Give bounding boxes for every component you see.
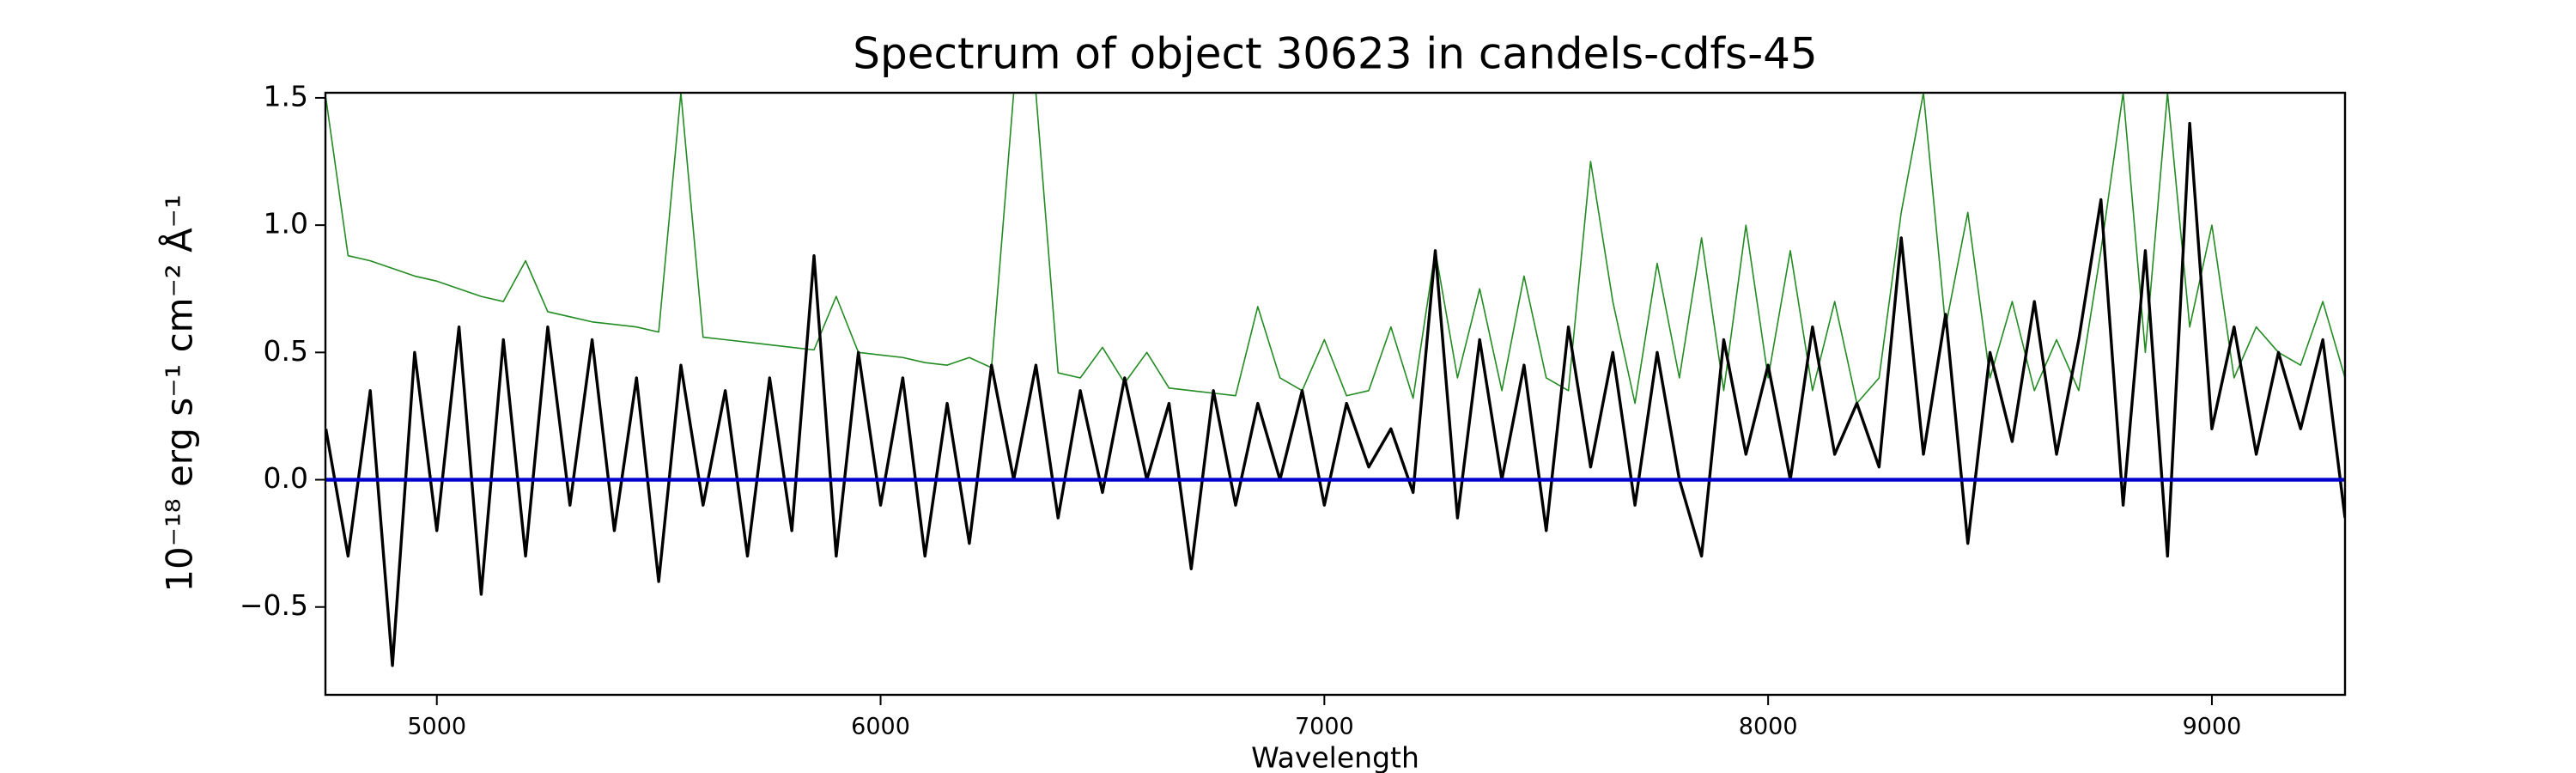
y-tick-label: 1.5 xyxy=(264,79,308,113)
y-tick-label: 0.5 xyxy=(264,334,308,368)
chart-title: Spectrum of object 30623 in candels-cdfs… xyxy=(853,29,1818,79)
plot-frame xyxy=(324,91,2347,697)
y-tick-label: 0.0 xyxy=(264,461,308,495)
y-axis-label: 10⁻¹⁸ erg s⁻¹ cm⁻² Å⁻¹ xyxy=(158,194,201,592)
x-axis-label: Wavelength xyxy=(1251,741,1419,773)
x-tick-label: 5000 xyxy=(407,714,466,740)
x-tick-label: 9000 xyxy=(2183,714,2242,740)
x-tick-label: 6000 xyxy=(851,714,910,740)
x-tick-label: 8000 xyxy=(1739,714,1798,740)
data-line xyxy=(325,121,2345,667)
plot-area xyxy=(325,93,2345,667)
x-tick-label: 7000 xyxy=(1295,714,1354,740)
y-tick-label: −0.5 xyxy=(240,588,308,622)
y-tick-label: 1.0 xyxy=(264,207,308,240)
data-line xyxy=(325,93,2345,405)
